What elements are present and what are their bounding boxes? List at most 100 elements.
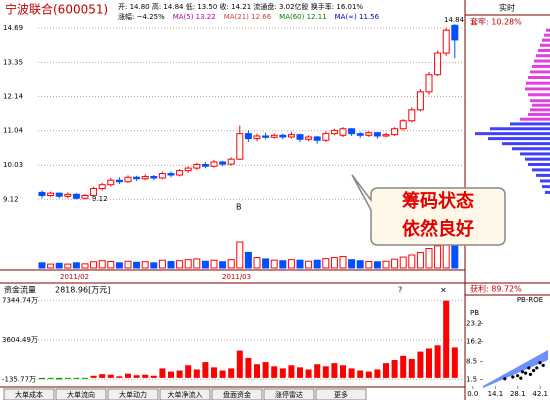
pbroe-point <box>524 371 528 375</box>
tab[interactable] <box>55 388 107 400</box>
flow-bar <box>340 365 346 378</box>
candle-body <box>339 128 347 136</box>
y-tick-label: 16.2 <box>466 338 482 346</box>
tab[interactable] <box>107 388 159 400</box>
volume-bar <box>408 254 416 269</box>
tab[interactable] <box>211 388 263 400</box>
flow-bar <box>73 377 80 379</box>
chip-bar <box>520 117 550 121</box>
candle-body <box>416 91 424 111</box>
volume-bar <box>107 261 115 269</box>
tab-label[interactable]: 大单流向 <box>67 390 95 399</box>
tab[interactable] <box>159 388 211 400</box>
flow-bar <box>99 374 106 378</box>
pbroe-point <box>535 366 539 370</box>
volume-bar <box>158 259 166 269</box>
chip-bar <box>528 112 550 116</box>
y-tick-label: 12.14 <box>3 93 24 101</box>
close-icon[interactable]: × <box>440 286 447 295</box>
flow-bar <box>245 357 252 378</box>
chip-bar <box>475 132 550 136</box>
candle-body <box>451 24 459 41</box>
candle-body <box>253 135 261 140</box>
candle-body <box>296 134 304 140</box>
tab-label[interactable]: 大单净流入 <box>168 390 203 399</box>
candle-body <box>373 132 381 137</box>
volume-bar <box>115 262 123 269</box>
flow-bar <box>426 348 432 378</box>
callout-text: 筹码状态 <box>402 190 474 212</box>
candle-body <box>365 132 373 136</box>
y-tick-label: 1.5 <box>466 376 477 384</box>
flow-bar <box>451 347 458 378</box>
flow-bar <box>202 362 209 378</box>
volume-bar <box>90 261 98 269</box>
candle-body <box>434 52 442 76</box>
chip-bar <box>510 122 550 126</box>
chip-bar <box>528 162 550 166</box>
candle-body <box>330 129 338 135</box>
tab-label[interactable]: 盘面资金 <box>223 390 251 399</box>
flow-bar <box>107 374 114 378</box>
volume-bar <box>382 260 390 269</box>
tab-label[interactable]: 大单动力 <box>119 390 147 399</box>
tab[interactable] <box>263 388 315 400</box>
volume-bar <box>296 259 304 269</box>
candle-body <box>193 163 201 169</box>
chip-bar <box>532 168 550 172</box>
candle-body <box>322 133 330 141</box>
volume-bar <box>322 258 330 269</box>
date-label: 2011/02 <box>60 273 89 281</box>
candle-body <box>124 176 132 183</box>
candle-body <box>72 193 80 199</box>
volume-bar <box>348 259 356 269</box>
candle-body <box>158 173 166 179</box>
volume-bar <box>210 259 218 269</box>
tab-label[interactable]: 大单成本 <box>15 390 43 399</box>
flow-bar <box>176 370 183 378</box>
candle-body <box>391 128 399 136</box>
candle-body <box>425 74 433 93</box>
candle-body <box>305 136 313 140</box>
high-label: 14.84 <box>444 16 465 24</box>
flow-bar <box>408 358 415 378</box>
tab[interactable] <box>3 388 55 400</box>
volume-bar <box>47 263 55 269</box>
flow-bar <box>254 364 260 378</box>
chip-bar <box>538 48 550 52</box>
chip-bar <box>542 38 550 42</box>
help-icon[interactable]: ? <box>398 286 402 295</box>
candle-body <box>356 133 364 136</box>
volume-bar <box>176 260 184 269</box>
volume-bar <box>270 259 278 269</box>
chip-bar <box>525 87 550 91</box>
tab-label[interactable]: 更多 <box>334 390 348 399</box>
tab[interactable] <box>315 388 367 400</box>
chip-bar <box>545 190 550 194</box>
trend-band <box>483 350 548 388</box>
candle-body <box>98 184 106 190</box>
pbroe-point <box>532 368 536 373</box>
chip-bar <box>530 70 550 74</box>
tab-label[interactable]: 涨停雷达 <box>275 390 303 399</box>
pbroe-point <box>538 361 542 365</box>
chip-bar <box>546 28 550 32</box>
chip-bar <box>544 33 550 37</box>
flow-bar <box>236 350 243 378</box>
pbroe-point <box>527 366 531 370</box>
volume-bar <box>72 262 80 269</box>
candle-body <box>184 167 192 172</box>
y-tick-label: 14.69 <box>3 24 23 32</box>
flow-bar <box>374 369 381 378</box>
volume-bar <box>133 261 141 269</box>
flow-bar <box>228 368 235 378</box>
volume-bar <box>442 242 450 269</box>
volume-bar <box>416 251 424 269</box>
candle-body <box>115 179 123 183</box>
volume-bar <box>339 256 347 269</box>
flow-bar <box>185 365 192 378</box>
flow-bar <box>90 375 97 378</box>
pbroe-point <box>516 374 520 378</box>
